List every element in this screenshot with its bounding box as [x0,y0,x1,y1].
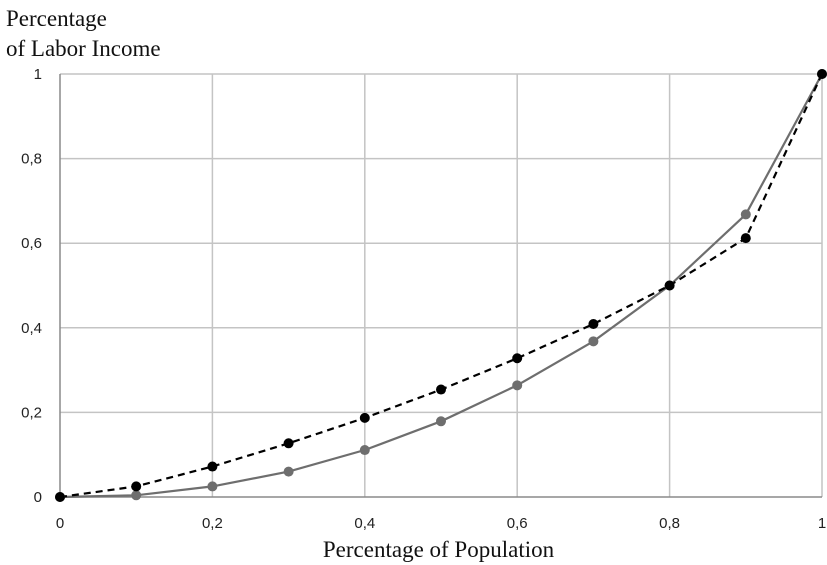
data-point-solid [207,481,218,492]
y-tick-label: 0,2 [21,404,42,421]
data-point-solid [588,336,599,347]
y-tick-label: 0 [34,489,42,506]
data-point-dashed [740,233,751,244]
data-point-dashed [283,438,294,449]
data-point-solid [283,466,294,477]
y-axis-title-line-1: Percentage [6,6,107,31]
y-tick-label: 0,4 [21,320,42,337]
x-tick-label: 0,8 [659,515,680,532]
data-point-dashed [359,412,370,423]
data-point-dashed [207,461,218,472]
data-point-solid [131,490,142,501]
tick-labels: 0 0,2 0,4 0,6 0,8 1 0 0,2 0,4 0,6 0,8 1 [21,66,826,532]
data-point-solid [740,209,751,220]
axes [59,74,822,498]
y-tick-label: 1 [34,66,42,83]
series-points [55,69,827,502]
x-tick-label: 0,6 [507,515,528,532]
series-line-solid [59,73,823,499]
y-tick-label: 0,8 [21,151,42,168]
x-tick-label: 0 [56,515,64,532]
grid-lines [60,73,823,497]
data-point-dashed [131,481,142,492]
x-tick-label: 0,4 [354,515,375,532]
y-axis-title-line-2: of Labor Income [6,36,161,61]
x-tick-label: 0,2 [202,515,223,532]
data-point-solid [512,380,523,391]
data-point-dashed [55,492,65,502]
data-point-solid [436,416,446,427]
series-line-dashed [59,73,823,499]
data-point-solid [359,445,370,456]
data-point-dashed [664,280,675,291]
data-point-dashed [436,384,446,395]
y-axis-title: Percentage of Labor Income [6,4,161,64]
data-point-dashed [588,318,599,329]
data-point-dashed [817,69,827,79]
data-point-dashed [512,353,523,364]
series-lines [59,73,823,499]
y-tick-label: 0,6 [21,235,42,252]
x-axis-title: Percentage of Population [322,537,555,562]
x-tick-label: 1 [818,515,826,532]
